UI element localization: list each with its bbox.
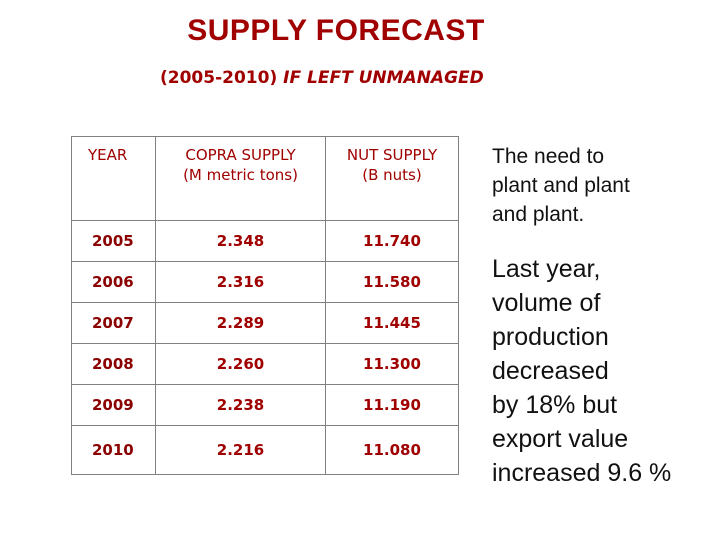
cell-nut-supply: 11.080 (325, 425, 459, 475)
table-row: 2005 2.348 11.740 (71, 220, 459, 262)
cell-copra-supply: 2.260 (155, 343, 326, 385)
column-header-year: YEAR (71, 136, 156, 221)
cell-nut-supply: 11.445 (325, 302, 459, 344)
subtitle-range: (2005-2010) (160, 68, 284, 88)
table-header-row: YEAR COPRA SUPPLY (M metric tons) NUT SU… (71, 136, 459, 221)
note-plant-need: The need to plant and plant and plant. (492, 145, 630, 226)
cell-copra-supply: 2.348 (155, 220, 326, 262)
cell-copra-supply: 2.289 (155, 302, 326, 344)
page-subtitle: (2005-2010) IF LEFT UNMANAGED (160, 68, 484, 88)
table-row: 2006 2.316 11.580 (71, 261, 459, 303)
table-row: 2007 2.289 11.445 (71, 302, 459, 344)
cell-copra-supply: 2.316 (155, 261, 326, 303)
table-row: 2009 2.238 11.190 (71, 384, 459, 426)
note-production-stats: Last year, volume of production decrease… (492, 255, 672, 487)
column-header-copra-supply: COPRA SUPPLY (M metric tons) (155, 136, 326, 221)
supply-forecast-table: YEAR COPRA SUPPLY (M metric tons) NUT SU… (71, 136, 459, 475)
page-title: SUPPLY FORECAST (187, 14, 485, 47)
cell-year: 2007 (71, 302, 156, 344)
cell-year: 2006 (71, 261, 156, 303)
cell-nut-supply: 11.190 (325, 384, 459, 426)
cell-copra-supply: 2.238 (155, 384, 326, 426)
cell-year: 2005 (71, 220, 156, 262)
cell-nut-supply: 11.740 (325, 220, 459, 262)
cell-nut-supply: 11.580 (325, 261, 459, 303)
table-row: 2008 2.260 11.300 (71, 343, 459, 385)
cell-nut-supply: 11.300 (325, 343, 459, 385)
cell-year: 2010 (71, 425, 156, 475)
cell-year: 2009 (71, 384, 156, 426)
subtitle-emphasis: IF LEFT UNMANAGED (283, 68, 484, 88)
cell-year: 2008 (71, 343, 156, 385)
cell-copra-supply: 2.216 (155, 425, 326, 475)
table-row: 2010 2.216 11.080 (71, 425, 459, 475)
column-header-nut-supply: NUT SUPPLY (B nuts) (325, 136, 459, 221)
